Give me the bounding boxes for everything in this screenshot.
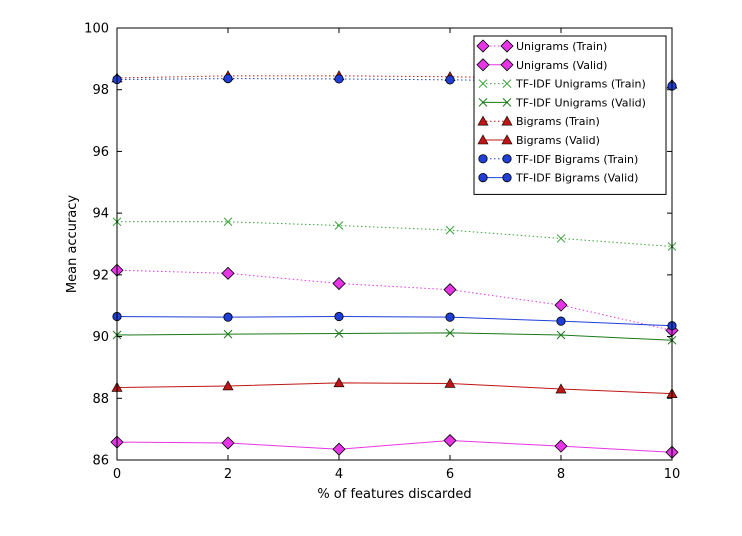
legend-label: Unigrams (Valid) bbox=[516, 59, 607, 72]
legend-label: Unigrams (Train) bbox=[516, 40, 607, 53]
series-line bbox=[116, 75, 673, 85]
legend-label: TF-IDF Bigrams (Train) bbox=[515, 153, 638, 166]
y-tick-label: 88 bbox=[92, 392, 109, 407]
legend-item: Unigrams (Train) bbox=[476, 39, 607, 53]
legend-marker bbox=[478, 98, 488, 107]
legend-item: Unigrams (Valid) bbox=[476, 58, 607, 72]
data-point bbox=[334, 74, 344, 84]
axes-frame bbox=[116, 27, 673, 461]
data-point bbox=[444, 377, 456, 388]
series-line bbox=[116, 332, 673, 341]
data-point bbox=[445, 75, 455, 85]
legend-marker bbox=[477, 115, 489, 126]
legend-marker bbox=[501, 115, 513, 126]
y-tick-label: 94 bbox=[92, 207, 109, 222]
legend-marker bbox=[502, 154, 512, 164]
data-point bbox=[443, 283, 457, 297]
x-axis-label: % of features discarded bbox=[317, 487, 471, 502]
data-point bbox=[445, 312, 455, 322]
x-tick-label: 6 bbox=[446, 467, 454, 482]
data-point bbox=[222, 380, 234, 391]
data-point bbox=[223, 74, 233, 84]
series-line bbox=[117, 221, 673, 247]
x-tick-label: 10 bbox=[664, 467, 681, 482]
x-tick-label: 4 bbox=[335, 467, 343, 482]
y-tick-label: 100 bbox=[84, 22, 109, 37]
data-point bbox=[223, 312, 233, 322]
legend-label: TF-IDF Unigrams (Train) bbox=[515, 78, 646, 91]
y-tick-label: 86 bbox=[92, 454, 109, 469]
legend-marker bbox=[502, 173, 512, 183]
legend-label: TF-IDF Unigrams (Valid) bbox=[515, 96, 646, 109]
legend-item: TF-IDF Bigrams (Valid) bbox=[478, 172, 638, 185]
series-line bbox=[116, 269, 673, 331]
legend-label: Bigrams (Train) bbox=[516, 115, 600, 128]
data-point bbox=[221, 266, 235, 280]
data-point bbox=[445, 328, 455, 338]
y-tick-label: 98 bbox=[92, 83, 109, 98]
data-point bbox=[556, 330, 566, 340]
data-point bbox=[556, 234, 566, 243]
legend-item: TF-IDF Unigrams (Valid) bbox=[478, 96, 646, 109]
legend-item: Bigrams (Valid) bbox=[477, 134, 600, 147]
series-line bbox=[116, 382, 673, 395]
legend: Unigrams (Train) Unigrams (Valid) TF-IDF U… bbox=[473, 35, 667, 195]
legend-marker bbox=[500, 58, 514, 72]
legend-item: Bigrams (Train) bbox=[477, 115, 600, 128]
series-7 bbox=[112, 311, 677, 331]
legend-marker bbox=[478, 173, 488, 183]
legend-marker bbox=[478, 154, 488, 164]
data-point bbox=[555, 383, 567, 394]
legend-label: Bigrams (Valid) bbox=[516, 134, 600, 147]
data-point bbox=[333, 377, 345, 388]
legend-marker bbox=[476, 39, 490, 53]
legend-item: TF-IDF Bigrams (Train) bbox=[478, 153, 638, 166]
data-point bbox=[223, 217, 233, 227]
data-point bbox=[443, 433, 457, 448]
data-point bbox=[334, 311, 344, 322]
y-tick-label: 96 bbox=[92, 145, 109, 160]
legend-marker bbox=[500, 39, 514, 53]
legend-label: TF-IDF Bigrams (Valid) bbox=[515, 172, 638, 185]
data-point bbox=[332, 276, 346, 291]
y-tick-label: 90 bbox=[92, 330, 109, 345]
legend-marker bbox=[501, 134, 513, 145]
y-tick-label: 92 bbox=[92, 268, 109, 283]
data-point bbox=[556, 316, 566, 326]
axes-layer: 0 2 4 6 8 10 86 88 90 92 94 96 98 100 bbox=[84, 22, 680, 483]
series-line bbox=[116, 440, 673, 453]
data-point bbox=[554, 298, 568, 312]
legend-item: TF-IDF Unigrams (Train) bbox=[478, 78, 646, 91]
x-tick-label: 0 bbox=[113, 467, 121, 482]
x-tick-label: 2 bbox=[224, 467, 232, 482]
legend-marker bbox=[477, 134, 489, 145]
data-point bbox=[223, 329, 233, 339]
series-line bbox=[116, 316, 673, 327]
data-point bbox=[554, 439, 568, 453]
y-axis-label: Mean accuracy bbox=[65, 195, 80, 294]
legend-marker bbox=[502, 98, 512, 107]
legend-marker bbox=[502, 79, 512, 88]
legend-marker bbox=[478, 79, 488, 88]
legend-marker bbox=[476, 58, 490, 72]
data-point bbox=[221, 436, 235, 450]
data-point bbox=[445, 225, 455, 235]
series-line bbox=[116, 78, 673, 87]
data-point bbox=[334, 221, 344, 230]
data-point bbox=[334, 329, 344, 338]
x-tick-label: 8 bbox=[557, 467, 565, 482]
